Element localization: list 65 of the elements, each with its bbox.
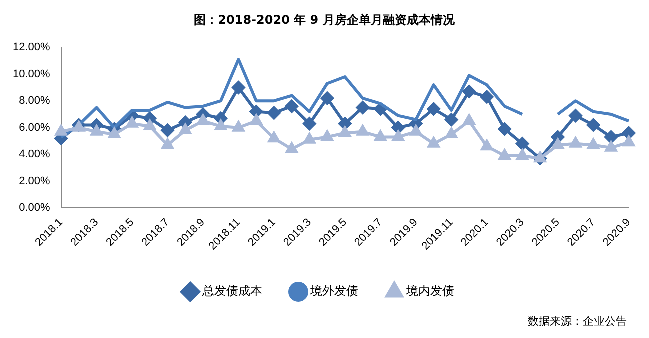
- point: [588, 138, 600, 150]
- point: [498, 122, 512, 136]
- point: [180, 124, 192, 135]
- point: [320, 92, 334, 105]
- point: [250, 114, 262, 126]
- point: [232, 121, 245, 132]
- point: [392, 130, 404, 142]
- point: [126, 117, 138, 128]
- point: [552, 138, 564, 150]
- point: [604, 130, 618, 144]
- point: [516, 149, 528, 160]
- y-tick-label: 4.00%: [19, 148, 51, 161]
- legend-label: 境内发债: [406, 284, 454, 298]
- point: [161, 124, 174, 138]
- point: [339, 126, 351, 138]
- point: [303, 117, 316, 130]
- point: [55, 125, 68, 136]
- point: [357, 125, 369, 136]
- point: [392, 121, 405, 134]
- legend-label: 总发债成本: [202, 284, 262, 298]
- point: [356, 101, 370, 114]
- point: [285, 100, 298, 113]
- point: [570, 137, 582, 148]
- point: [215, 120, 227, 131]
- point: [605, 141, 618, 152]
- point: [622, 126, 636, 140]
- point: [73, 121, 85, 132]
- point: [374, 130, 386, 142]
- chart-title: 图：2018-2020 年 9 月房企单月融资成本情况: [193, 12, 456, 29]
- y-tick-label: 10.00%: [12, 68, 51, 80]
- point: [428, 137, 440, 148]
- point: [534, 152, 546, 163]
- legend-label: 境外发债: [310, 284, 358, 298]
- y-tick-label: 12.00%: [12, 42, 51, 54]
- point: [445, 113, 458, 126]
- point: [480, 90, 494, 104]
- point: [108, 128, 120, 139]
- point: [410, 125, 422, 136]
- point: [623, 136, 635, 147]
- point: [162, 138, 174, 150]
- point: [90, 125, 103, 136]
- point: [481, 140, 493, 151]
- point: [144, 120, 156, 131]
- y-tick-label: 2.00%: [19, 175, 51, 188]
- point: [446, 128, 458, 139]
- point: [250, 105, 263, 118]
- y-tick-label: 6.00%: [19, 122, 51, 134]
- source-note: 数据来源：企业公告: [528, 314, 627, 329]
- point: [338, 117, 352, 130]
- point: [427, 102, 440, 116]
- point: [498, 149, 511, 160]
- point: [464, 114, 476, 126]
- point: [268, 132, 280, 143]
- point: [322, 130, 334, 142]
- point: [569, 109, 582, 122]
- point: [268, 106, 281, 120]
- point: [197, 114, 210, 126]
- point: [232, 81, 246, 94]
- point: [304, 133, 316, 144]
- y-tick-label: 8.00%: [19, 95, 51, 108]
- y-tick-label: 0.00%: [19, 202, 51, 214]
- point: [462, 85, 476, 98]
- point: [286, 142, 298, 154]
- point: [516, 137, 530, 150]
- point: [587, 118, 600, 132]
